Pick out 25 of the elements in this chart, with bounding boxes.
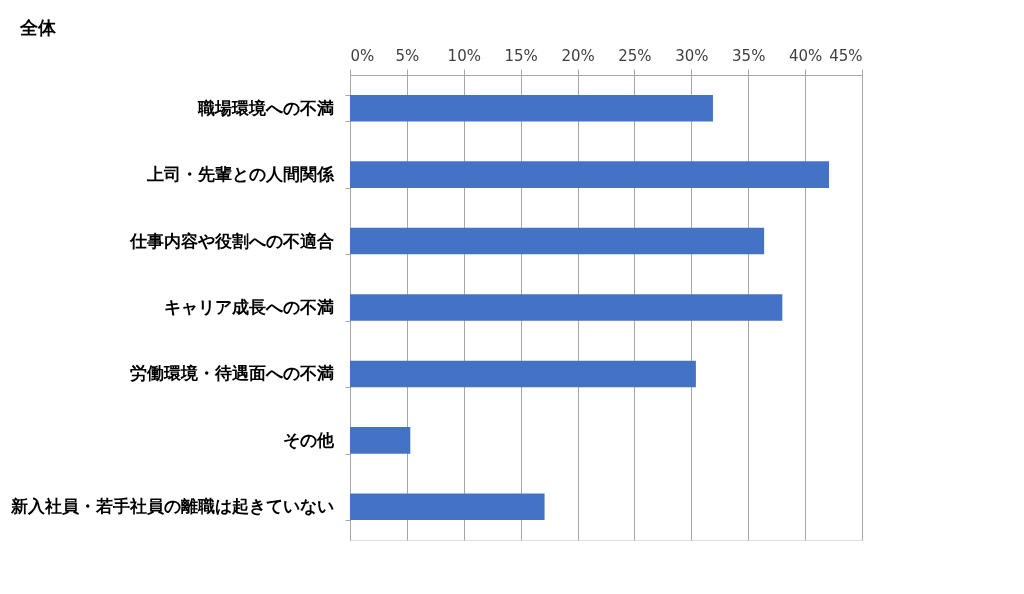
- bar: [350, 294, 783, 321]
- x-tick-label: 0%: [350, 46, 375, 65]
- bar: [350, 493, 545, 521]
- text: 全体: [19, 17, 57, 38]
- bar: [350, 161, 829, 188]
- x-tick-label: 5%: [395, 46, 420, 65]
- y-tick-label: 新入社員・若手社員の離職は起きていない: [9, 496, 334, 517]
- bar: [350, 360, 696, 388]
- bar: [350, 94, 713, 122]
- x-tick-label: 30%: [675, 46, 709, 65]
- x-tick-label: 15%: [504, 46, 538, 65]
- y-tick-label: 仕事内容や役割への不適合: [128, 230, 334, 251]
- y-tick-label: 上司・先輩との人間関係: [145, 164, 335, 185]
- x-tick-label: 20%: [561, 46, 595, 65]
- bar: [350, 427, 411, 454]
- x-tick-label: 25%: [618, 46, 652, 65]
- x-tick-label: 40%: [788, 46, 823, 65]
- x-tick-label: 45%: [829, 46, 863, 65]
- bar: [350, 227, 765, 255]
- y-tick-label: その他: [282, 429, 335, 450]
- y-tick-label: キャリア成長への不満: [163, 297, 334, 317]
- x-tick-label: 35%: [732, 46, 766, 65]
- y-tick-label: 職場環境への不満: [196, 97, 334, 118]
- x-tick-label: 10%: [447, 46, 481, 65]
- y-tick-label: 労働環境・待遇面への不満: [129, 363, 334, 384]
